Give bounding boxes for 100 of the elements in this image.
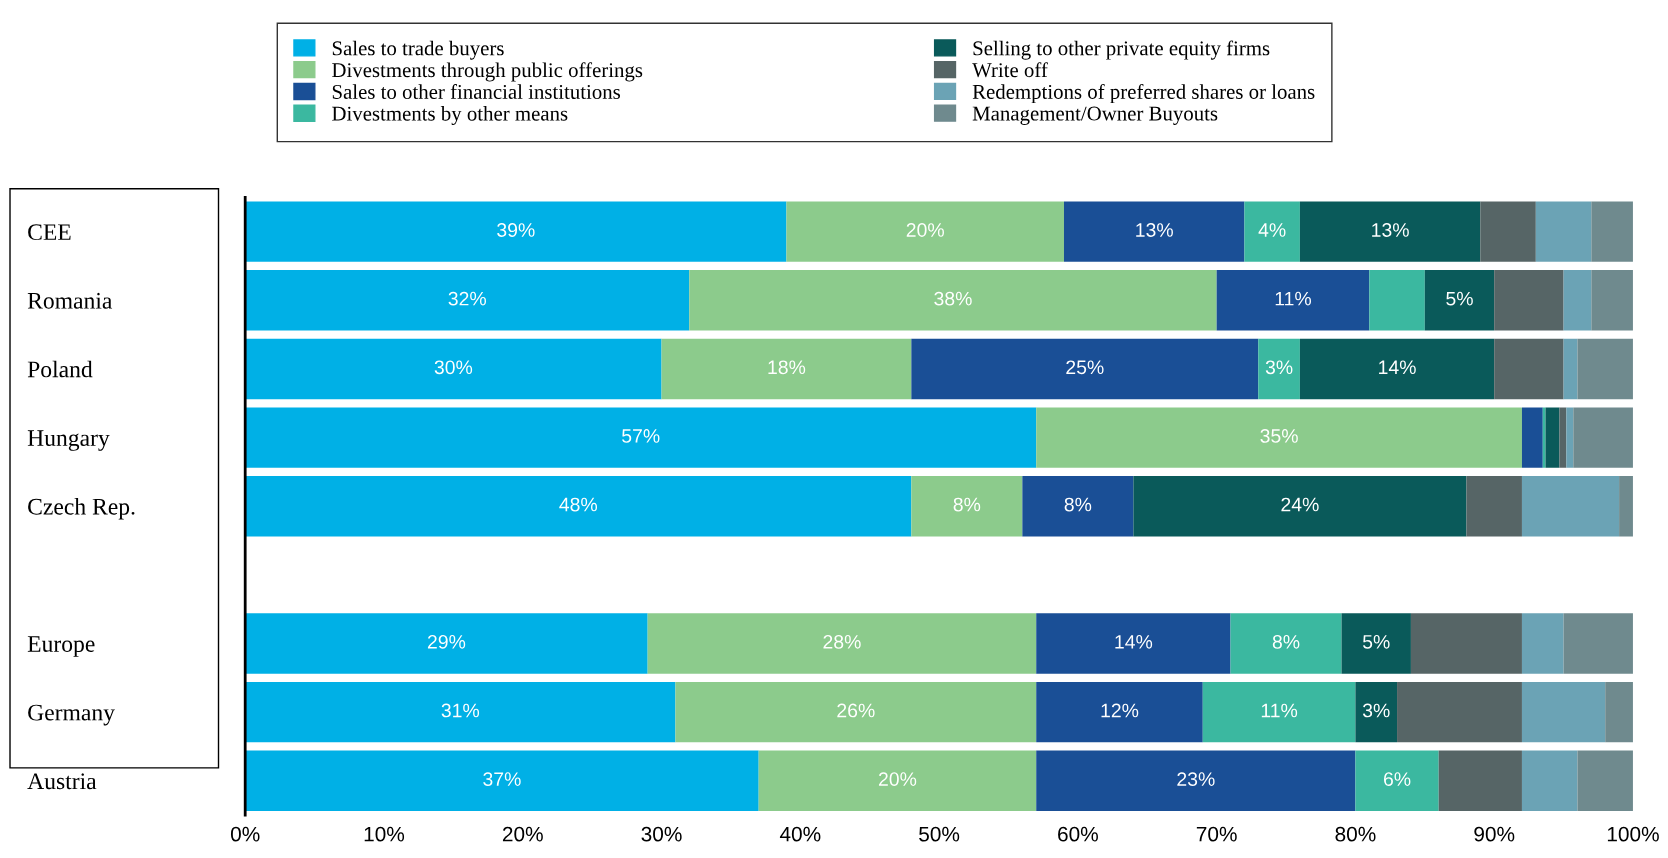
legend-label: Write off xyxy=(972,62,1048,78)
bar xyxy=(1563,270,1592,331)
bar xyxy=(1559,407,1567,468)
bar xyxy=(1521,613,1564,674)
data-label: 48% xyxy=(559,497,598,512)
data-label: 8% xyxy=(953,497,981,512)
bar xyxy=(245,476,912,537)
bar xyxy=(1521,476,1620,537)
bar xyxy=(1230,613,1342,674)
bar xyxy=(1521,750,1578,811)
data-label: 11% xyxy=(1275,291,1312,306)
legend-label: Management/Owner Buyouts xyxy=(972,106,1218,125)
bar xyxy=(911,338,1259,400)
data-label: 30% xyxy=(434,360,473,375)
data-label: 5% xyxy=(1446,291,1473,306)
y-tick-label: CEE xyxy=(28,224,71,241)
y-tick-label: Germany xyxy=(28,704,115,726)
bar xyxy=(1591,201,1633,262)
bar xyxy=(911,476,1023,537)
bar xyxy=(1566,407,1574,468)
x-tick-label: 10% xyxy=(364,826,405,842)
bar xyxy=(1299,338,1495,400)
bar xyxy=(1591,270,1633,331)
data-label: 32% xyxy=(448,291,487,306)
legend-label: Divestments by other means xyxy=(332,106,568,125)
x-tick-label: 70% xyxy=(1196,826,1237,842)
bar xyxy=(245,750,759,811)
bar xyxy=(1410,613,1522,674)
x-tick-label: 90% xyxy=(1474,826,1515,842)
data-label: 18% xyxy=(768,360,806,375)
data-label: 23% xyxy=(1177,772,1215,786)
data-label: 8% xyxy=(1272,634,1300,649)
data-label: 24% xyxy=(1281,497,1319,512)
bar xyxy=(1563,613,1633,674)
bar xyxy=(1063,201,1245,262)
data-label: 5% xyxy=(1362,635,1390,649)
bar xyxy=(675,681,1037,743)
data-label: 28% xyxy=(823,634,861,649)
data-label: 14% xyxy=(1115,635,1153,649)
bar xyxy=(1573,407,1633,468)
bar xyxy=(245,407,1037,468)
data-label: 6% xyxy=(1383,772,1411,786)
bar xyxy=(1542,407,1546,468)
bar xyxy=(1480,201,1536,262)
data-label: 3% xyxy=(1265,360,1293,375)
bar xyxy=(1258,338,1300,400)
bar xyxy=(1369,270,1425,331)
data-label: 12% xyxy=(1101,703,1139,718)
bar xyxy=(1521,407,1543,468)
bar xyxy=(1466,476,1522,537)
bar xyxy=(1577,338,1633,400)
bar xyxy=(245,681,676,743)
data-label: 38% xyxy=(934,291,972,306)
legend-label: Sales to other financial institutions xyxy=(332,84,621,99)
legend-label: Divestments through public offerings xyxy=(332,62,643,82)
data-label: 14% xyxy=(1379,360,1416,375)
bar xyxy=(245,338,662,400)
bar xyxy=(758,750,1037,811)
data-label: 4% xyxy=(1258,223,1286,237)
bar xyxy=(1563,338,1578,400)
bar xyxy=(1022,476,1134,537)
bar xyxy=(661,338,912,400)
x-tick-label: 40% xyxy=(779,826,821,842)
bar xyxy=(245,613,648,674)
bar xyxy=(1299,201,1481,262)
x-tick-label: 80% xyxy=(1335,826,1376,842)
bar xyxy=(689,270,1217,331)
bar xyxy=(1036,407,1522,468)
data-label: 20% xyxy=(878,772,917,786)
y-tick-label: Hungary xyxy=(27,430,110,451)
bar xyxy=(1036,613,1231,674)
data-label: 25% xyxy=(1066,360,1104,375)
bar xyxy=(1202,681,1356,743)
x-tick-label: 30% xyxy=(641,826,682,842)
x-tick-label: 0% xyxy=(230,826,260,842)
data-label: 35% xyxy=(1260,429,1298,443)
y-tick-label: Poland xyxy=(27,360,93,378)
bar xyxy=(1216,270,1370,331)
data-label: 8% xyxy=(1064,497,1092,512)
bar xyxy=(1521,681,1606,743)
bar xyxy=(1355,750,1439,811)
y-tick-label: Austria xyxy=(27,773,97,790)
bar xyxy=(1133,476,1467,537)
data-label: 26% xyxy=(837,703,875,718)
bar xyxy=(1424,270,1495,331)
data-label: 11% xyxy=(1261,703,1298,718)
bar xyxy=(1535,201,1592,262)
bar xyxy=(1494,270,1564,331)
bar xyxy=(245,201,787,262)
bar xyxy=(1036,681,1203,743)
bar xyxy=(1494,338,1564,400)
data-label: 37% xyxy=(483,772,521,786)
bar xyxy=(245,270,690,331)
y-tick-label: Romania xyxy=(27,292,113,309)
bar xyxy=(786,201,1064,262)
bar xyxy=(1341,613,1411,674)
x-tick-label: 60% xyxy=(1058,826,1098,842)
y-tick-label: Europe xyxy=(27,636,95,657)
y-tick-label: Czech Rep. xyxy=(28,498,135,520)
bar xyxy=(1036,750,1356,811)
